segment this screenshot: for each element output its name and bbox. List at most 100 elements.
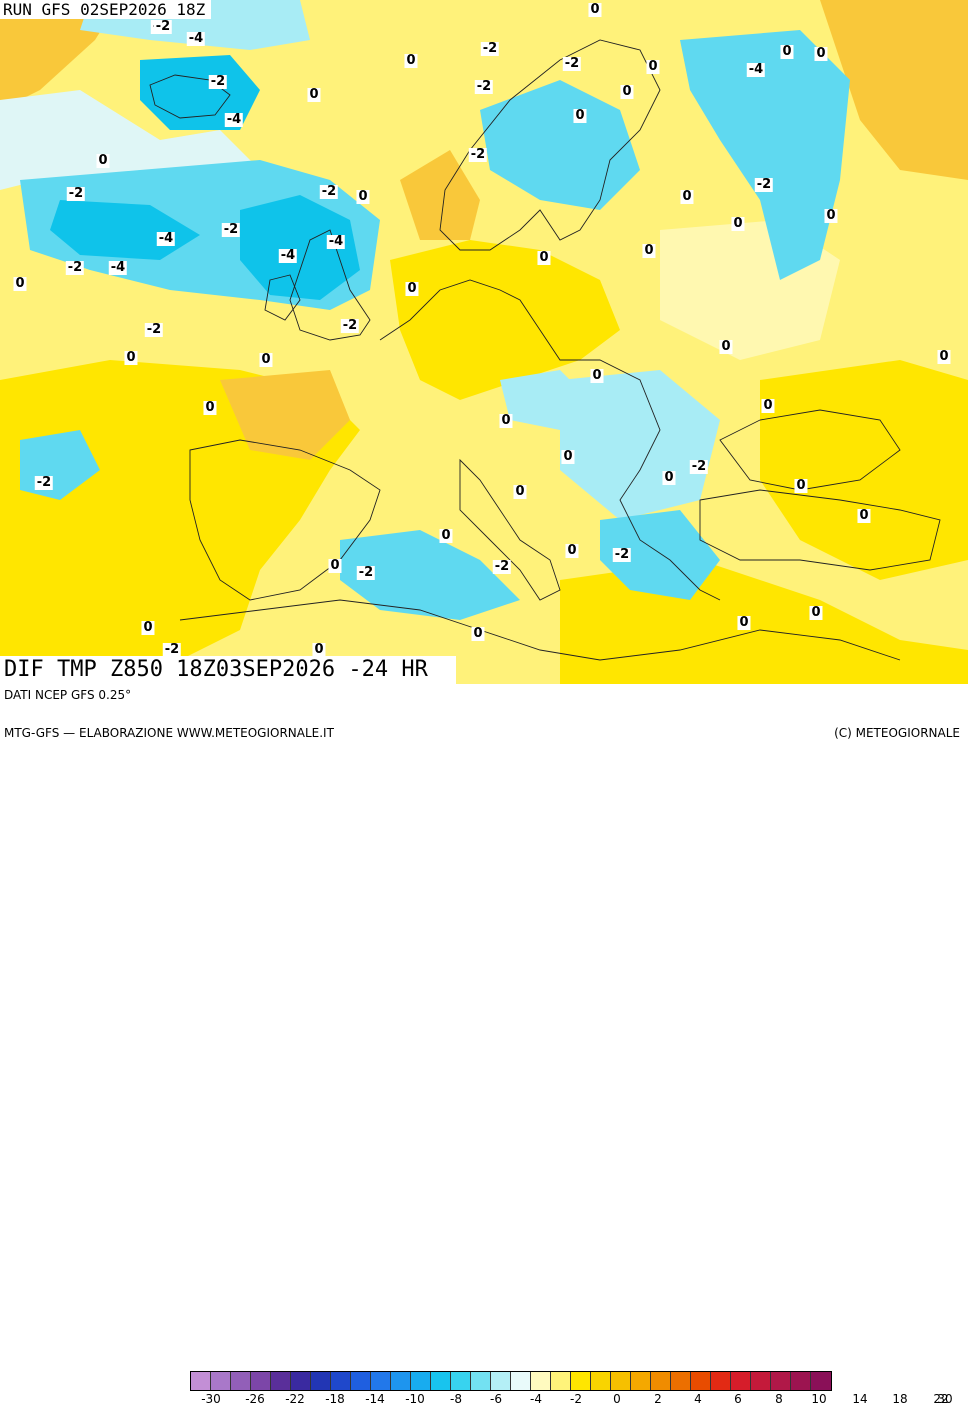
contour-value-label: -4 — [186, 31, 206, 46]
colorbar-tick-label: 0 — [613, 1392, 621, 1406]
contour-value-label: 0 — [439, 528, 453, 543]
run-label: RUN GFS 02SEP2026 18Z — [0, 0, 212, 19]
contour-value-label: -2 — [144, 322, 164, 337]
coastline-europe-west — [379, 279, 721, 601]
contour-value-label: -2 — [612, 547, 632, 562]
contour-value-label: -2 — [208, 74, 228, 89]
contour-value-label: -2 — [492, 559, 512, 574]
contour-value-label: 0 — [794, 478, 808, 493]
contour-value-label: 0 — [809, 605, 823, 620]
colorbar-swatch — [351, 1372, 371, 1390]
contour-value-label: 0 — [328, 558, 342, 573]
colorbar-swatch — [211, 1372, 231, 1390]
colorbar-tick-label: -14 — [365, 1392, 385, 1406]
contour-value-label: -4 — [224, 112, 244, 127]
contour-value-label: -4 — [156, 231, 176, 246]
contour-value-label: 0 — [124, 350, 138, 365]
colorbar-tick-label: -8 — [450, 1392, 462, 1406]
warm-area-central — [390, 240, 620, 400]
contour-value-label: -2 — [562, 56, 582, 71]
colorbar-swatch — [251, 1372, 271, 1390]
colorbar-swatch — [391, 1372, 411, 1390]
warm-area-southeast — [760, 360, 968, 580]
contour-value-label: -2 — [480, 41, 500, 56]
colorbar-tick-label: 6 — [734, 1392, 742, 1406]
colorbar-tick-label: -18 — [325, 1392, 345, 1406]
colorbar-swatch — [271, 1372, 291, 1390]
colorbar-swatch — [371, 1372, 391, 1390]
contour-value-label: -2 — [754, 177, 774, 192]
colorbar-swatch — [311, 1372, 331, 1390]
colorbar — [190, 1371, 832, 1391]
colorbar-tick-label: -26 — [245, 1392, 265, 1406]
contour-value-label: -4 — [278, 248, 298, 263]
contour-value-label: -2 — [319, 184, 339, 199]
colorbar-swatch — [611, 1372, 631, 1390]
colorbar-swatch — [411, 1372, 431, 1390]
colorbar-tick-label: 14 — [852, 1392, 868, 1406]
contour-value-label: -2 — [468, 147, 488, 162]
contour-value-label: 0 — [513, 484, 527, 499]
contour-value-label: 0 — [471, 626, 485, 641]
contour-value-label: -4 — [746, 62, 766, 77]
coastline-italy — [459, 458, 561, 601]
colorbar-swatch — [451, 1372, 471, 1390]
colorbar-swatch — [791, 1372, 811, 1390]
contour-value-label: 0 — [588, 2, 602, 17]
footer: DATI NCEP GFS 0.25° -30 -26 -22 -18 -14 -10 -8… — [0, 684, 968, 1406]
contour-value-label: -2 — [34, 475, 54, 490]
contour-value-label: 0 — [356, 189, 370, 204]
contour-value-label: 0 — [680, 189, 694, 204]
colorbar-swatch — [511, 1372, 531, 1390]
colorbar-swatch — [711, 1372, 731, 1390]
contour-value-label: 0 — [573, 108, 587, 123]
contour-value-label: 0 — [937, 349, 951, 364]
contour-value-label: 0 — [565, 543, 579, 558]
colorbar-swatch — [751, 1372, 771, 1390]
colorbar-tick-label: -22 — [285, 1392, 305, 1406]
contour-value-label: 0 — [780, 44, 794, 59]
colorbar-tick-label: -6 — [490, 1392, 502, 1406]
contour-value-label: 0 — [259, 352, 273, 367]
contour-value-label: 0 — [646, 59, 660, 74]
colorbar-swatch — [431, 1372, 451, 1390]
colorbar-tick-label: 2 — [654, 1392, 662, 1406]
colorbar-swatch — [651, 1372, 671, 1390]
contour-value-label: 0 — [307, 87, 321, 102]
cold-area-scandinavia — [480, 80, 640, 210]
contour-value-label: 0 — [814, 46, 828, 61]
colorbar-swatch — [731, 1372, 751, 1390]
colorbar-swatch — [811, 1372, 831, 1390]
contour-value-label: 0 — [141, 620, 155, 635]
colorbar-swatch — [291, 1372, 311, 1390]
map-fields — [0, 0, 968, 684]
temperature-anomaly-map: -2 -4 -2 -4 0 0 -2 0 -2 -2 0 -4 -2 0 0 -2 0 -2 -4 -2 -4 -4 0 -2… — [0, 0, 968, 684]
colorbar-swatch — [691, 1372, 711, 1390]
cold-area-aegean — [600, 510, 720, 600]
cold-area-ireland — [240, 195, 360, 300]
contour-value-label: -4 — [326, 234, 346, 249]
contour-value-label: 0 — [824, 208, 838, 223]
colorbar-tick-label: -30 — [201, 1392, 221, 1406]
warm-area-atlantic — [220, 370, 350, 460]
colorbar-swatch — [551, 1372, 571, 1390]
colorbar-tick-label: -10 — [405, 1392, 425, 1406]
contour-value-label: 0 — [405, 281, 419, 296]
contour-value-label: 0 — [857, 508, 871, 523]
colorbar-swatch — [531, 1372, 551, 1390]
warm-area-east — [820, 0, 968, 180]
contour-value-label: 0 — [203, 400, 217, 415]
contour-value-label: 0 — [719, 339, 733, 354]
colorbar-tick-label: 30 — [937, 1392, 953, 1406]
coastline-britain — [289, 229, 371, 341]
coastline-scandinavia — [439, 39, 661, 251]
colorbar-swatch — [491, 1372, 511, 1390]
contour-value-label: -2 — [340, 318, 360, 333]
contour-value-label: -2 — [356, 565, 376, 580]
contour-value-label: 0 — [662, 470, 676, 485]
credit-right: (C) METEOGIORNALE — [834, 726, 960, 740]
colorbar-tick-label: -4 — [530, 1392, 542, 1406]
contour-value-label: 0 — [404, 53, 418, 68]
coastline-ireland — [264, 274, 301, 321]
contour-value-label: 0 — [737, 615, 751, 630]
